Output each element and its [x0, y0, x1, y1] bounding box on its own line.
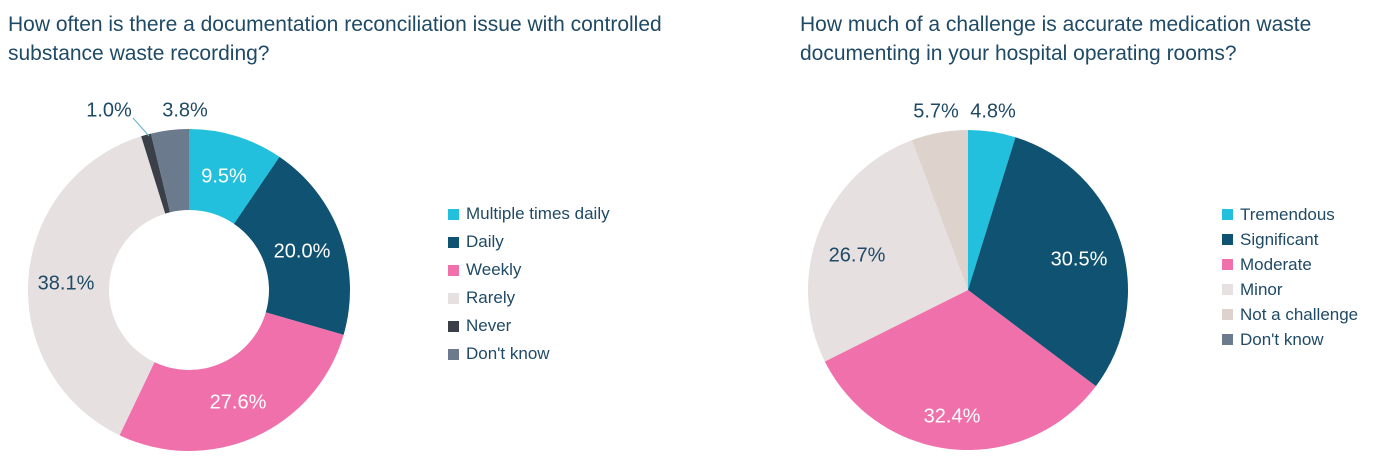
legend-swatch [448, 320, 459, 332]
legend-label: Significant [1240, 230, 1319, 249]
legend-item-significant: Significant [1222, 227, 1358, 252]
legend-label: Rarely [466, 288, 516, 307]
legend-label: Don't know [1240, 330, 1324, 349]
legend-item-minor: Minor [1222, 277, 1358, 302]
legend-label: Don't know [466, 344, 550, 363]
legend-label: Weekly [466, 260, 522, 279]
chart-2-slice-moderate [824, 290, 1096, 450]
legend-label: Not a challenge [1240, 305, 1359, 324]
legend-item-tremendous: Tremendous [1222, 202, 1358, 227]
legend-item-don-t-know: Don't know [448, 340, 610, 368]
legend-item-don-t-know: Don't know [1222, 327, 1358, 352]
legend-item-weekly: Weekly [448, 256, 610, 284]
legend-label: Minor [1240, 280, 1283, 299]
chart-2-slice-minor [808, 140, 968, 362]
chart-2-slice-tremendous [968, 130, 1016, 290]
chart-2-label-moderate: 32.4% [924, 405, 981, 427]
legend-label: Never [466, 316, 512, 335]
chart-1-label-don-t-know: 3.8% [162, 99, 208, 121]
legend-swatch [1222, 259, 1233, 270]
chart-1-slice-rarely [27, 136, 166, 436]
legend-item-daily: Daily [448, 228, 610, 256]
chart-2-label-tremendous: 4.8% [970, 100, 1016, 122]
chart-1-label-weekly: 27.6% [210, 391, 267, 413]
legend-swatch [448, 208, 459, 220]
chart-1-slice-daily [233, 156, 350, 335]
legend-swatch [1222, 209, 1233, 220]
legend-swatch [1222, 309, 1233, 320]
legend-swatch [1222, 334, 1233, 345]
legend-item-rarely: Rarely [448, 284, 610, 312]
chart-2-label-significant: 30.5% [1051, 248, 1108, 270]
chart-1-slice-never [141, 133, 171, 214]
legend-label: Tremendous [1240, 205, 1335, 224]
legend-item-multiple-times-daily: Multiple times daily [448, 200, 610, 228]
legend-item-moderate: Moderate [1222, 252, 1358, 277]
chart-1-label-daily: 20.0% [274, 240, 331, 262]
chart-1-label-rarely: 38.1% [38, 272, 95, 294]
chart-2-label-not-a-challenge: 5.7% [913, 100, 959, 122]
chart-title-1: How often is there a documentation recon… [8, 13, 662, 65]
chart-2-label-minor: 26.7% [829, 244, 886, 266]
legend-challenge: Tremendous Significant Moderate Minor Not a … [1222, 202, 1358, 352]
chart-2-slices [808, 130, 1129, 450]
chart-2-slice-not-a-challenge [911, 130, 968, 290]
legend-swatch [448, 292, 459, 304]
legend-swatch [448, 264, 459, 276]
chart-2-slice-significant [968, 137, 1129, 387]
legend-swatch [448, 348, 459, 360]
legend-swatch [448, 236, 459, 248]
legend-label: Moderate [1240, 255, 1312, 274]
legend-item-not-a-challenge: Not a challenge [1222, 302, 1358, 327]
legend-item-never: Never [448, 312, 610, 340]
chart-1-slice-don-t-know [150, 129, 189, 213]
chart-title-2: How much of a challenge is accurate medi… [800, 13, 1312, 65]
legend-swatch [1222, 284, 1233, 295]
chart-1-slice-weekly [119, 312, 344, 451]
chart-1-leader-line [132, 117, 150, 137]
legend-label: Daily [466, 232, 504, 251]
chart-1-label-never: 1.0% [86, 99, 132, 121]
chart-1-slices [27, 129, 350, 451]
legend-frequency: Multiple times daily Daily Weekly Rarely Nev… [448, 200, 610, 368]
chart-1-label-multiple-times-daily: 9.5% [201, 165, 247, 187]
legend-label: Multiple times daily [466, 204, 610, 223]
legend-swatch [1222, 234, 1233, 245]
chart-1-slice-multiple-times-daily [189, 129, 280, 224]
